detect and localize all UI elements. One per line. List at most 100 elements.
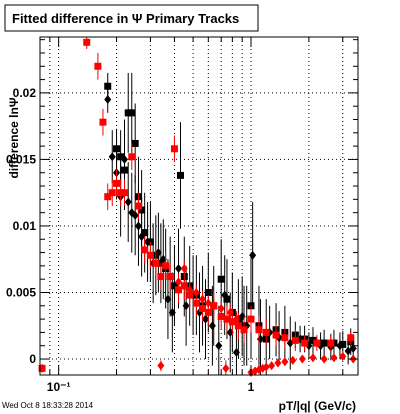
- data-point-square: [170, 282, 178, 290]
- data-point-square: [162, 262, 170, 270]
- data-point-square: [262, 328, 270, 336]
- data-point-diamond: [232, 314, 240, 324]
- y-axis-title: difference lnΨ: [7, 97, 21, 178]
- data-point-diamond: [175, 264, 183, 274]
- data-point-square: [223, 315, 231, 323]
- data-point-square: [272, 331, 280, 339]
- data-point-square: [131, 139, 139, 147]
- data-point-square: [180, 282, 188, 290]
- data-point-diamond: [336, 341, 344, 351]
- data-point-square: [134, 202, 142, 210]
- data-point-diamond: [281, 357, 289, 367]
- data-point-square: [228, 318, 236, 326]
- data-point-diamond: [232, 347, 240, 357]
- data-point-square: [327, 339, 335, 347]
- data-point-diamond: [204, 298, 212, 308]
- data-point-square: [121, 189, 129, 197]
- data-point-diamond: [344, 346, 352, 356]
- data-point-diamond: [108, 152, 116, 162]
- data-point-diamond: [201, 314, 209, 324]
- data-point-square: [313, 339, 321, 347]
- data-point-diamond: [154, 248, 162, 258]
- data-point-square: [223, 295, 231, 303]
- data-point-square: [117, 189, 125, 197]
- data-point-diamond: [249, 250, 257, 260]
- y-tick-label: 0.01: [13, 219, 37, 233]
- data-point-square: [124, 109, 132, 117]
- data-point-square: [347, 334, 355, 342]
- data-point-diamond: [217, 303, 225, 313]
- data-point-square: [199, 304, 207, 312]
- data-point-diamond: [159, 254, 167, 264]
- data-point-square: [301, 339, 309, 347]
- x-tick-label: 10⁻¹: [47, 380, 71, 394]
- series-3: [38, 260, 357, 377]
- data-point-diamond: [138, 232, 146, 242]
- data-point-square: [157, 273, 165, 281]
- data-point-diamond: [330, 353, 338, 363]
- data-point-square: [83, 38, 91, 46]
- data-point-square: [94, 62, 102, 70]
- data-point-square: [108, 189, 116, 197]
- data-point-square: [128, 109, 136, 117]
- data-point-square: [247, 315, 255, 323]
- data-point-square: [176, 171, 184, 179]
- data-point-diamond: [131, 210, 139, 220]
- data-point-square: [281, 334, 289, 342]
- data-point-diamond: [215, 341, 223, 351]
- data-point-square: [146, 251, 154, 259]
- data-point-diamond: [199, 294, 207, 304]
- plot-ticks: 10⁻¹ 1 0 0.005 0.01 0.015 0.02: [6, 37, 358, 394]
- data-point-diamond: [320, 354, 328, 364]
- data-point-diamond: [104, 95, 112, 105]
- data-point-square: [291, 336, 299, 344]
- data-point-diamond: [192, 287, 200, 297]
- data-point-square: [99, 118, 107, 126]
- data-point-square: [152, 259, 160, 267]
- data-point-diamond: [289, 355, 297, 365]
- data-point-diamond: [121, 154, 129, 164]
- data-point-diamond: [124, 197, 132, 207]
- data-point-diamond: [157, 361, 165, 371]
- data-point-diamond: [164, 294, 172, 304]
- data-point-square: [141, 246, 149, 254]
- data-point-square: [104, 193, 112, 201]
- data-point-diamond: [186, 285, 194, 295]
- x-tick-label: 1: [248, 380, 255, 394]
- data-point-square: [217, 275, 225, 283]
- data-point-diamond: [182, 301, 190, 311]
- data-point-square: [309, 336, 317, 344]
- plot-marks: [38, 37, 357, 377]
- data-point-diamond: [226, 307, 234, 317]
- data-point-square: [141, 229, 149, 237]
- title-box-frame: [4, 4, 259, 32]
- data-point-diamond: [221, 290, 229, 300]
- data-point-diamond: [180, 264, 188, 274]
- data-point-square: [128, 153, 136, 161]
- data-point-square: [204, 288, 212, 296]
- data-point-diamond: [298, 354, 306, 364]
- data-point-diamond: [210, 301, 218, 311]
- data-point-diamond: [144, 237, 152, 247]
- title-box: Fitted difference in Ψ Primary Tracks: [4, 4, 259, 32]
- data-point-square: [240, 326, 248, 334]
- x-axis-title: pT/|q| (GeV/c): [279, 399, 356, 413]
- series-2: [38, 37, 355, 373]
- data-point-square: [204, 308, 212, 316]
- data-point-square: [166, 273, 174, 281]
- data-point-square: [255, 326, 263, 334]
- data-point-diamond: [168, 307, 176, 317]
- plot-grid: [39, 37, 358, 375]
- y-tick-label: 0.02: [13, 86, 37, 100]
- data-point-diamond: [175, 277, 183, 287]
- data-point-square: [170, 145, 178, 153]
- plot-frame: [39, 36, 359, 376]
- data-point-square: [320, 339, 328, 347]
- y-tick-label: 0.015: [6, 152, 36, 166]
- data-point-square: [234, 322, 242, 330]
- data-point-diamond: [268, 361, 276, 371]
- data-point-diamond: [208, 321, 216, 331]
- data-point-square: [192, 299, 200, 307]
- y-tick-label: 0: [29, 352, 36, 366]
